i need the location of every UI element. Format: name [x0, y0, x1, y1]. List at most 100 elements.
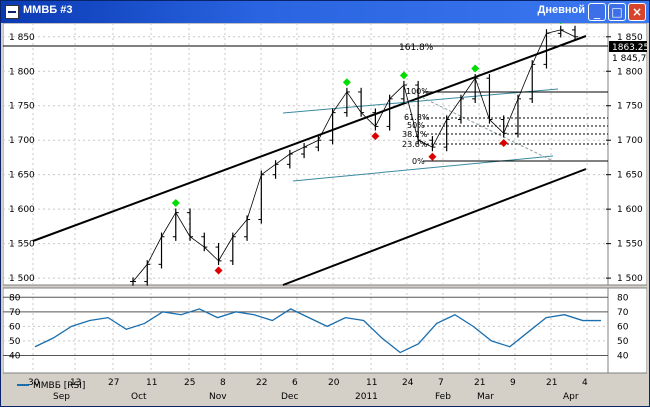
price-tick-label-left: 1 700 — [9, 136, 35, 146]
sell-marker[interactable] — [428, 152, 437, 161]
price-tick-label-left: 1 850 — [9, 33, 35, 43]
day-tick-label: 30 — [28, 378, 40, 388]
fib-label-0: 0% — [412, 157, 425, 166]
price-connector — [175, 212, 191, 237]
rsi-tick-label-left: 60 — [9, 322, 21, 332]
month-tick-label: Nov — [209, 392, 227, 402]
rsi-axis — [607, 287, 647, 374]
day-tick-label: 25 — [184, 378, 195, 388]
day-tick-label: 27 — [108, 378, 119, 388]
last-price-value: 1863.25 — [612, 43, 647, 53]
day-tick-label: 24 — [402, 378, 414, 388]
fib-label-161: 161.8% — [399, 43, 434, 53]
timeframe-label[interactable]: Дневной — [537, 4, 586, 16]
price-connector — [403, 84, 419, 141]
teal-lower-line[interactable] — [292, 155, 554, 182]
month-tick-label: 2011 — [355, 392, 378, 402]
price-connector — [161, 212, 177, 237]
rsi-line[interactable] — [34, 308, 601, 354]
upper-channel-line[interactable] — [32, 35, 587, 242]
rsi-tick-label-left: 70 — [9, 308, 21, 318]
month-tick-label: Sep — [53, 392, 70, 402]
day-tick-label: 8 — [220, 378, 226, 388]
price-connector — [303, 139, 319, 148]
price-tick-label-left: 1 550 — [9, 240, 35, 250]
close-button[interactable]: × — [628, 3, 646, 21]
price-connector — [317, 112, 333, 141]
signal-markers[interactable] — [171, 23, 565, 275]
day-tick-label: 13 — [70, 378, 81, 388]
rsi-grid — [3, 296, 608, 356]
price-tick-label: 1 650 — [617, 171, 643, 181]
price-connector — [360, 112, 376, 127]
buy-marker[interactable] — [471, 64, 480, 73]
buy-marker[interactable] — [399, 71, 408, 80]
buy-marker[interactable] — [342, 78, 351, 87]
price-connector — [346, 91, 362, 113]
day-tick-label: 6 — [292, 378, 298, 388]
buy-marker[interactable] — [171, 198, 180, 207]
fib-label-618: 61.8% — [404, 113, 430, 122]
minimize-button[interactable]: _ — [588, 3, 606, 21]
day-tick-label: 21 — [474, 378, 485, 388]
day-tick-label: 22 — [256, 378, 267, 388]
teal-upper-line[interactable] — [282, 88, 559, 114]
buy-marker[interactable] — [557, 23, 565, 25]
day-tick-label: 11 — [146, 378, 157, 388]
time-axis: ММВБ [RSI] 30 13 27 11 25 8 22 6 20 11 24 7 21 9 21 4 S… — [3, 375, 647, 405]
price-connector — [489, 119, 504, 134]
vertical-grid — [32, 23, 588, 373]
day-tick-labels: 30 13 27 11 25 8 22 6 20 11 24 7 21 9 21 4 — [28, 378, 588, 388]
price-tick-label: 1 500 — [617, 274, 643, 284]
sell-marker[interactable] — [214, 266, 223, 275]
price-tick-label-left: 1 750 — [9, 102, 35, 112]
rsi-tick-label-right: 60 — [617, 322, 629, 332]
lower-channel-line[interactable] — [282, 168, 587, 286]
maximize-button[interactable]: □ — [608, 3, 626, 21]
price-tick-label-left: 1 800 — [9, 67, 35, 77]
price-tick-label: 1 850 — [617, 33, 643, 43]
price-connector — [246, 174, 262, 220]
price-axis — [607, 23, 647, 286]
price-tick-label-left: 1 600 — [9, 205, 35, 215]
rsi-tick-label-right: 50 — [617, 337, 629, 347]
day-tick-label: 21 — [546, 378, 557, 388]
sell-marker[interactable] — [499, 138, 508, 147]
price-tick-labels: 1 850 1 850 1 800 1 800 1 750 1 750 1 700 1 700… — [9, 33, 643, 284]
chart-app-icon — [5, 5, 19, 19]
price-panel — [3, 23, 609, 286]
price-tick-label-left: 1 500 — [9, 274, 35, 284]
price-connector — [474, 78, 490, 120]
month-tick-label: Feb — [435, 392, 451, 402]
month-tick-label: Apr — [563, 392, 579, 402]
price-connector — [560, 29, 576, 38]
price-connector — [332, 91, 348, 113]
day-tick-label: 7 — [438, 378, 444, 388]
rsi-tick-label-right: 70 — [617, 308, 629, 318]
month-tick-labels: Sep Oct Nov Dec 2011 Feb Mar Apr — [53, 392, 579, 402]
rsi-tick-label-left: 80 — [9, 293, 21, 303]
fib-diagonal[interactable] — [412, 92, 554, 162]
price-connector — [146, 236, 162, 265]
last-price-value-2: 1 845,79 — [612, 54, 647, 64]
price-tick-label: 1 550 — [617, 240, 643, 250]
day-tick-label: 4 — [582, 378, 588, 388]
title-bar[interactable]: ММВБ #3 Дневной _ □ × — [1, 1, 649, 23]
sell-marker[interactable] — [371, 132, 380, 141]
price-connector — [261, 164, 276, 176]
price-connector — [503, 98, 519, 134]
rsi-tick-label-right: 40 — [617, 351, 629, 361]
month-tick-label: Dec — [281, 392, 298, 402]
fib-label-50: 50% — [407, 121, 425, 130]
price-connector — [517, 64, 533, 99]
last-price-box — [609, 41, 647, 52]
price-tick-label-left: 1 650 — [9, 171, 35, 181]
price-connector — [218, 236, 234, 262]
price-connector — [446, 98, 462, 120]
price-connector — [389, 84, 405, 100]
price-bars[interactable] — [130, 25, 578, 286]
chart-canvas[interactable]: 1 850 1 850 1 800 1 800 1 750 1 750 1 700 1 700… — [3, 23, 647, 377]
price-connector — [432, 119, 448, 148]
price-connector — [204, 246, 219, 262]
